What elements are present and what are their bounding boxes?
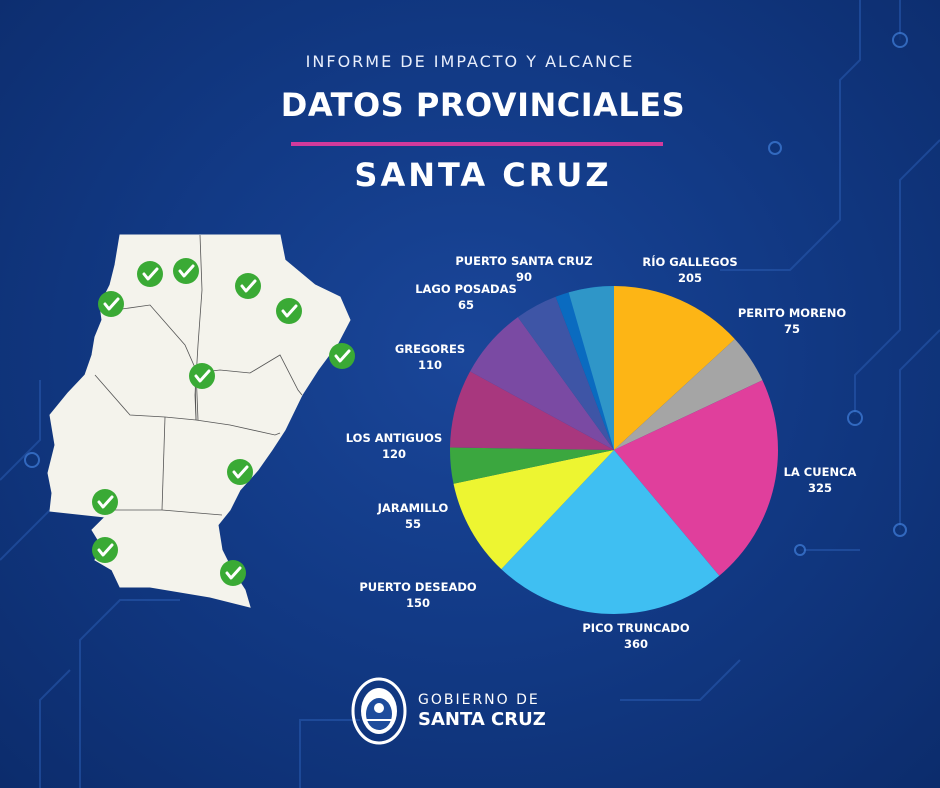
slice-label-value: 75 [784,322,800,336]
slice-label-value: 325 [808,481,832,495]
government-logo: GOBIERNO DE SANTA CRUZ [350,676,590,746]
pie-slice-puerto-deseado [453,450,614,570]
slice-label-value: 90 [516,270,532,284]
slice-label-name: PUERTO SANTA CRUZ [455,254,592,268]
pie-slice-perito-moreno [614,339,763,450]
report-subtitle: INFORME DE IMPACTO Y ALCANCE [305,52,635,71]
province-name: SANTA CRUZ [354,156,612,194]
pie-slice-extra [568,286,614,450]
slice-label-value: 360 [624,637,648,651]
slice-label-value: 110 [418,358,442,372]
check-circle-icon [227,459,253,485]
slice-label-value: 150 [406,596,430,610]
slice-label-name: PICO TRUNCADO [582,621,689,635]
check-circle-icon [92,489,118,515]
check-circle-icon [189,363,215,389]
pie-slice-los-antiguos [450,371,614,450]
pie-slice-jaramillo [450,447,614,484]
slice-label-name: LAGO POSADAS [415,282,517,296]
pie-slice-pico-truncado [501,450,720,614]
slice-label-name: PERITO MORENO [738,306,847,320]
slice-label-name: GREGORES [395,342,465,356]
check-circle-icon [98,291,124,317]
slice-label-value: 120 [382,447,406,461]
slice-label-value: 65 [458,298,474,312]
check-circle-icon [235,273,261,299]
footer-line2: SANTA CRUZ [418,709,546,730]
province-shape [47,234,351,608]
check-circle-icon [137,261,163,287]
pie-slice-la-cuenca [614,380,778,576]
footer-line1: GOBIERNO DE [418,692,540,708]
pie-slice-r-o-gallegos [614,286,735,450]
pie-slice-lago-posadas [517,296,614,450]
pie-slice-gregores [470,317,614,450]
slice-label-name: RÍO GALLEGOS [642,254,737,269]
pie-chart: RÍO GALLEGOS 205 PERITO MORENO 75 LA CUENCA 3… [346,254,857,651]
slice-label-name: PUERTO DESEADO [359,580,477,594]
seal-icon [351,677,407,745]
province-map [47,234,355,608]
page-title: DATOS PROVINCIALES [280,86,686,124]
check-circle-icon [220,560,246,586]
slice-label-value: 55 [405,517,421,531]
slice-label-value: 205 [678,271,702,285]
slice-label-name: LOS ANTIGUOS [346,431,442,445]
check-circle-icon [276,298,302,324]
map-markers [92,258,355,586]
slice-label-name: LA CUENCA [784,465,857,479]
slice-label-name: JARAMILLO [377,501,449,515]
title-divider [291,142,663,146]
check-circle-icon [173,258,199,284]
check-circle-icon [329,343,355,369]
check-circle-icon [92,537,118,563]
